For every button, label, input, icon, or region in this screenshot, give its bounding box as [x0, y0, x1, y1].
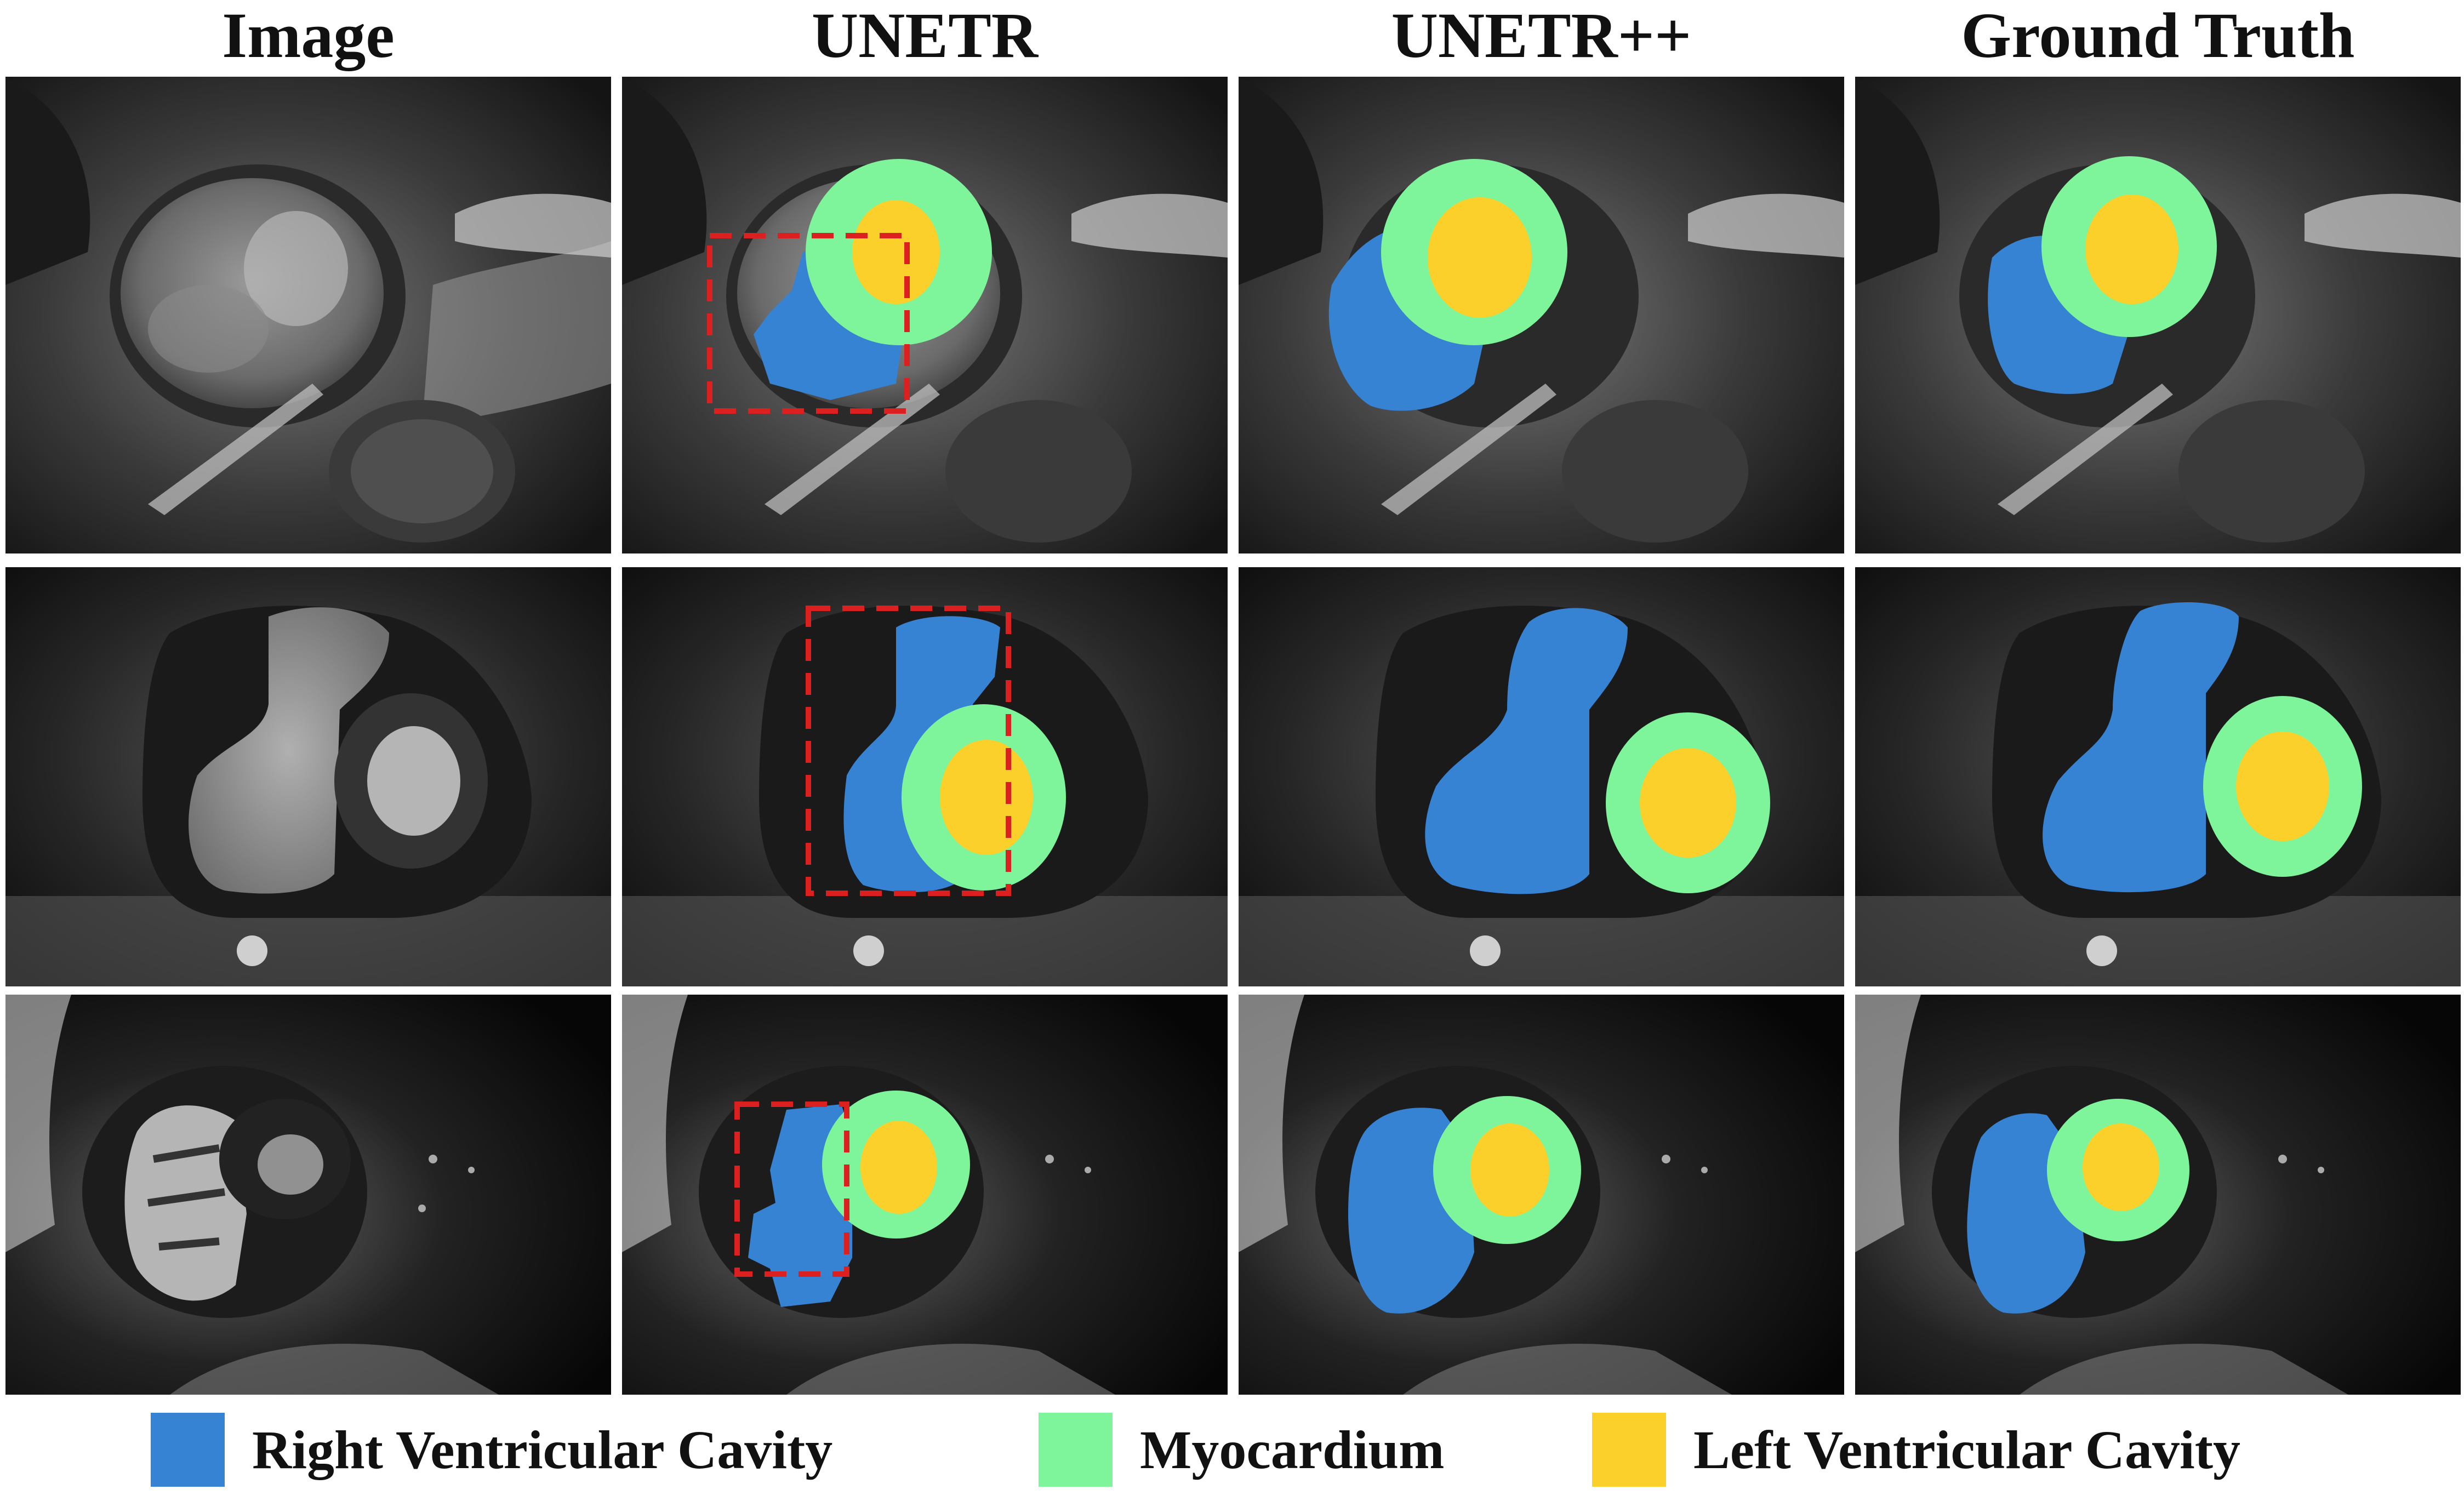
- lv-mask: [2085, 195, 2178, 304]
- row2-ground-truth-panel: [1855, 567, 2461, 986]
- unetr-segmentation: [622, 995, 1228, 1395]
- row3-image-panel: [5, 995, 611, 1395]
- legend-item-myo: Myocardium: [1039, 1411, 1444, 1488]
- row1-image-panel: [5, 77, 611, 553]
- error-region-box: [707, 233, 910, 414]
- lv-mask: [1470, 1123, 1549, 1217]
- row3-ground-truth-panel: [1855, 995, 2461, 1395]
- mri-slice-image: [5, 77, 611, 553]
- unetrpp-segmentation: [1239, 567, 1844, 986]
- legend-label-rv: Right Ventricular Cavity: [252, 1419, 833, 1480]
- legend-swatch-lv: [1592, 1412, 1666, 1487]
- lv-mask: [2083, 1123, 2159, 1211]
- mri-slice-image: [5, 567, 611, 986]
- legend: Right Ventricular Cavity Myocardium Left…: [0, 1403, 2464, 1496]
- column-header-unetrpp: UNETR++: [1391, 0, 1692, 71]
- column-header-image: Image: [222, 0, 395, 71]
- lv-mask: [940, 740, 1033, 855]
- rv-mask: [2043, 602, 2239, 893]
- row1-unetr-panel: [622, 77, 1228, 553]
- row3-unetr-panel: [622, 995, 1228, 1395]
- unetrpp-segmentation: [1239, 77, 1844, 553]
- row2-unetr-panel: [622, 567, 1228, 986]
- mri-slice-image: [5, 995, 611, 1395]
- ground-truth-segmentation: [1855, 77, 2461, 553]
- unetrpp-segmentation: [1239, 995, 1844, 1395]
- error-region-box: [806, 606, 1011, 896]
- rv-mask: [1425, 608, 1628, 894]
- row1-ground-truth-panel: [1855, 77, 2461, 553]
- row2-unetrpp-panel: [1239, 567, 1844, 986]
- error-region-box: [734, 1102, 849, 1277]
- unetr-segmentation: [622, 567, 1228, 986]
- column-header-ground-truth: Ground Truth: [1961, 0, 2355, 71]
- legend-item-rv: Right Ventricular Cavity: [151, 1411, 832, 1488]
- row2-image-panel: [5, 567, 611, 986]
- ground-truth-segmentation: [1855, 995, 2461, 1395]
- legend-swatch-myo: [1039, 1412, 1113, 1487]
- row1-unetrpp-panel: [1239, 77, 1844, 553]
- lv-mask: [2236, 732, 2329, 841]
- column-header-unetr: UNETR: [811, 0, 1039, 71]
- legend-label-lv: Left Ventricular Cavity: [1693, 1419, 2241, 1480]
- legend-swatch-rv: [151, 1412, 225, 1487]
- legend-label-myo: Myocardium: [1140, 1419, 1445, 1480]
- row3-unetrpp-panel: [1239, 995, 1844, 1395]
- unetr-segmentation: [622, 77, 1228, 553]
- legend-item-lv: Left Ventricular Cavity: [1592, 1411, 2240, 1488]
- lv-mask: [1428, 197, 1532, 318]
- lv-mask: [1640, 748, 1736, 858]
- lv-mask: [852, 200, 940, 304]
- ground-truth-segmentation: [1855, 567, 2461, 986]
- lv-mask: [860, 1121, 937, 1214]
